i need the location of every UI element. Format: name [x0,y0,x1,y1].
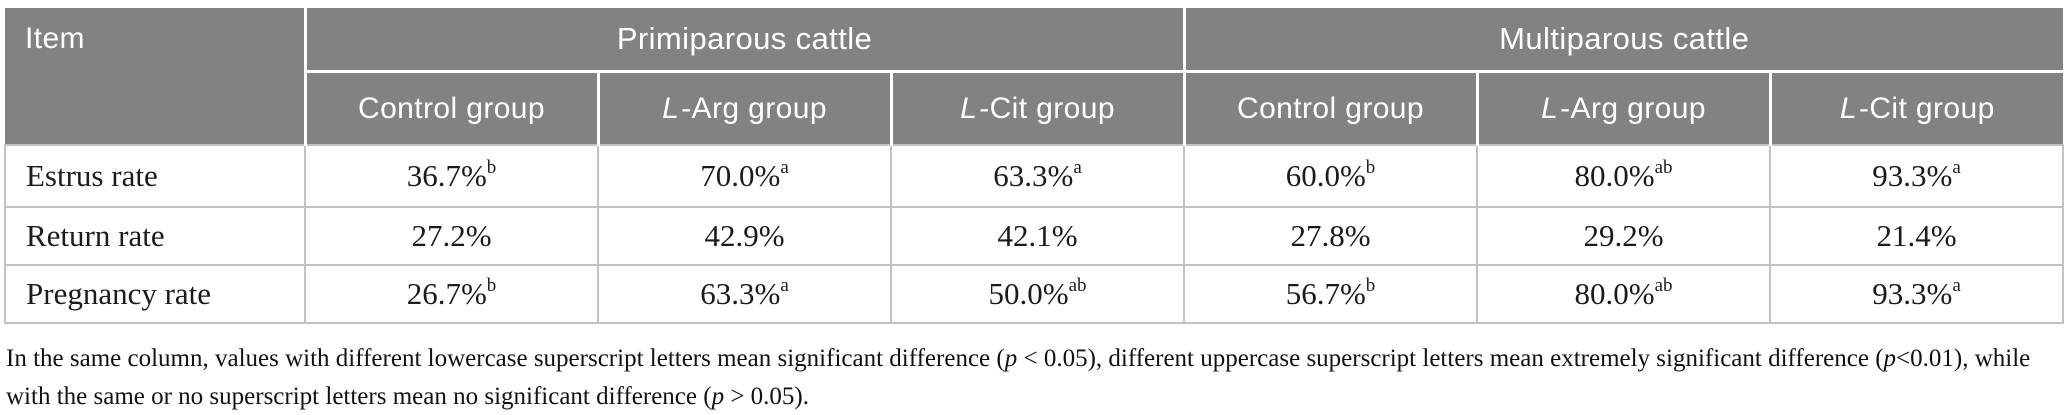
significance-superscript: a [1073,156,1082,178]
cell-value: 36.7% [406,158,487,193]
col-subheader-3: L-Cit group [891,71,1186,145]
footnote-text: In the same column, values with differen… [6,345,1005,372]
data-cell: 27.2% [304,206,599,266]
significance-superscript: a [780,274,789,296]
data-cell: 93.3%a [1768,144,2065,208]
cell-value: 80.0% [1574,158,1655,193]
cell-value: 60.0% [1285,158,1366,193]
cell-value: 27.8% [1290,218,1371,253]
col-subheader-2: L-Arg group [598,71,893,145]
row-label: Pregnancy rate [4,264,306,324]
footnote-text: < 0.05), different uppercase superscript… [1017,345,1884,372]
cell-value: 70.0% [700,158,781,193]
significance-superscript: a [1952,274,1961,296]
cell-value: 29.2% [1583,218,1664,253]
cell-value: 42.1% [997,218,1078,253]
table-row: Estrus rate 36.7%b 70.0%a 63.3%a 60.0%b 80.0%… [4,144,2065,208]
data-cell: 80.0%ab [1476,144,1771,208]
cell-value: 80.0% [1574,276,1655,311]
data-cell: 26.7%b [304,264,599,324]
col-subheader-6: L-Cit group [1770,71,2064,145]
cell-value: 56.7% [1285,276,1366,311]
data-cell: 63.3%a [597,264,892,324]
data-cell: 80.0%ab [1476,264,1771,324]
data-cell: 42.9% [597,206,892,266]
cell-value: 93.3% [1872,276,1953,311]
footnote-text: > 0.05). [724,383,809,410]
data-cell: 93.3%a [1768,264,2065,324]
cell-value: 26.7% [406,276,487,311]
data-cell: 42.1% [890,206,1185,266]
significance-superscript: ab [1654,156,1673,178]
p-value-italic: p [711,383,725,410]
significance-superscript: b [1365,156,1376,178]
table-footnote: In the same column, values with differen… [6,340,2060,415]
significance-superscript: b [1365,274,1376,296]
data-cell: 50.0%ab [890,264,1185,324]
significance-superscript: b [486,274,497,296]
table-row: Pregnancy rate 26.7%b 63.3%a 50.0%ab 56.7%b 8… [4,264,2065,324]
table-row: Return rate 27.2% 42.9% 42.1% 27.8% 29.2% 21.4… [4,206,2065,266]
col-subheader-4: Control group [1184,71,1479,145]
data-cell: 27.8% [1183,206,1478,266]
row-label: Estrus rate [4,144,306,208]
header-row-groups: Item Primiparous cattle Multiparous catt… [5,8,2064,145]
p-value-italic: p [1883,345,1897,372]
col-group-multiparous: Multiparous cattle [1184,8,2064,73]
cell-value: 21.4% [1876,218,1957,253]
data-cell: 63.3%a [890,144,1185,208]
cell-value: 50.0% [988,276,1069,311]
col-group-primiparous: Primiparous cattle [305,8,1186,73]
significance-superscript: a [1952,156,1961,178]
cell-value: 93.3% [1872,158,1953,193]
data-cell: 60.0%b [1183,144,1478,208]
significance-superscript: a [780,156,789,178]
table-header: Item Primiparous cattle Multiparous catt… [5,8,2064,145]
italic-L-prefix: L [1541,91,1559,125]
data-cell: 21.4% [1768,206,2065,266]
significance-superscript: b [486,156,497,178]
cell-value: 27.2% [411,218,492,253]
significance-superscript: ab [1654,274,1673,296]
italic-L-prefix: L [1839,91,1857,125]
footnote-text: <0.01), while with the same or no supers… [6,345,2031,410]
data-cell: 36.7%b [304,144,599,208]
results-table: Item Primiparous cattle Multiparous catt… [4,8,2065,324]
header-row-subgroups: Control group L-Arg group L-Cit group Contr… [5,71,2064,145]
cell-value: 63.3% [993,158,1074,193]
data-cell: 56.7%b [1183,264,1478,324]
italic-L-prefix: L [960,91,978,125]
col-subheader-1: Control group [305,71,600,145]
col-subheader-5: L-Arg group [1477,71,1772,145]
table-body: Estrus rate 36.7%b 70.0%a 63.3%a 60.0%b 80.0%… [4,144,2065,324]
significance-superscript: ab [1068,274,1087,296]
p-value-italic: p [1004,345,1018,372]
cell-value: 63.3% [700,276,781,311]
row-label: Return rate [4,206,306,266]
italic-L-prefix: L [662,91,680,125]
col-header-item: Item [5,8,307,145]
data-cell: 29.2% [1476,206,1771,266]
cell-value: 42.9% [704,218,785,253]
data-cell: 70.0%a [597,144,892,208]
